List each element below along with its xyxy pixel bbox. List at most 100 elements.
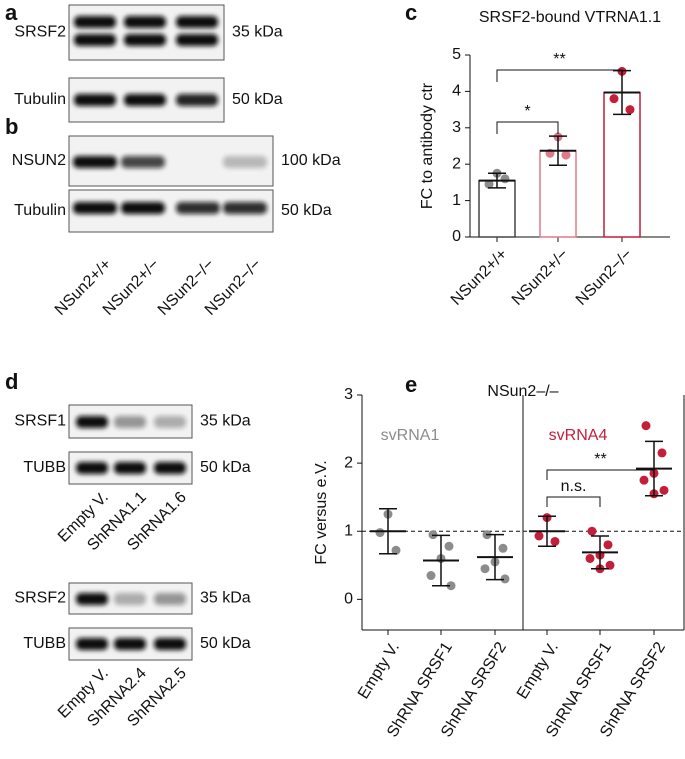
blot-band (223, 202, 267, 214)
blot-band (124, 94, 166, 106)
y-tick-label: 2 (452, 155, 461, 172)
group-label: svRNA4 (549, 427, 608, 444)
blot-band (76, 462, 108, 474)
data-point (609, 94, 619, 104)
blot-row-label: SRSF2 (14, 24, 66, 41)
blot-size-label: 50 kDa (200, 635, 251, 652)
x-tick-label: NSun2−/− (573, 246, 636, 309)
group-label: svRNA1 (381, 427, 440, 444)
blot-row-label: Tubulin (14, 202, 66, 219)
blot-band (176, 34, 218, 46)
blot-band (76, 638, 108, 650)
error-bar (549, 135, 567, 167)
blot-row-label: TUBB (23, 635, 66, 652)
data-point (391, 545, 401, 555)
panel-label: c (405, 0, 417, 25)
blot-size-label: 35 kDa (200, 413, 251, 430)
panel-label: d (5, 369, 18, 394)
significance-bracket (496, 69, 623, 82)
blot-band (74, 94, 116, 106)
blot-band (154, 462, 186, 474)
data-point (561, 150, 571, 160)
error-bar (591, 535, 609, 570)
panel-label: a (5, 0, 18, 25)
panel-label: e (405, 372, 417, 397)
data-point (550, 536, 560, 546)
blot-band (74, 34, 116, 46)
data-point (444, 541, 454, 551)
significance-label: * (524, 103, 530, 120)
data-point (585, 553, 595, 563)
y-tick-label: 0 (344, 591, 353, 608)
y-tick-label: 3 (344, 386, 353, 403)
error-bar (645, 440, 663, 497)
data-point (625, 105, 635, 115)
error-bar (379, 508, 397, 555)
blot-frame (68, 4, 225, 61)
blot-band (154, 593, 186, 605)
blot-band (154, 638, 186, 650)
data-point (500, 574, 510, 584)
data-point (587, 526, 597, 536)
blot-size-label: 50 kDa (232, 91, 283, 108)
y-tick-label: 3 (452, 119, 461, 136)
blot-size-label: 50 kDa (281, 202, 332, 219)
blot-band (121, 156, 165, 168)
blot-band (176, 16, 218, 28)
blot-band (114, 416, 146, 428)
y-tick-label: 0 (452, 228, 461, 245)
blot-band (73, 156, 117, 168)
blot-size-label: 35 kDa (232, 24, 283, 41)
blot-size-label: 50 kDa (200, 459, 251, 476)
significance-bracket (496, 121, 559, 134)
blot-size-label: 100 kDa (281, 152, 341, 169)
y-tick-label: 1 (452, 192, 461, 209)
bar (478, 179, 516, 238)
x-tick-label: NSun2+/− (509, 246, 572, 309)
chart-title: SRSF2-bound VTRNA1.1 (479, 9, 661, 26)
data-point (500, 174, 510, 184)
blot-row-label: Tubulin (14, 91, 66, 108)
blot-band (124, 34, 166, 46)
bar (603, 91, 641, 238)
data-point (480, 564, 490, 574)
y-axis-label: FC to antibody ctr (419, 82, 436, 209)
y-axis-label: FC versus e.V. (313, 460, 330, 564)
blot-band (154, 416, 186, 428)
data-point (534, 531, 544, 541)
blot-row-label: TUBB (23, 459, 66, 476)
significance-bracket (546, 469, 655, 480)
significance-bracket (546, 496, 601, 507)
error-bar (538, 515, 556, 547)
blot-row-label: NSUN2 (12, 152, 66, 169)
data-point (484, 179, 494, 189)
y-tick-label: 4 (452, 83, 461, 100)
data-point (641, 421, 651, 431)
significance-label: ** (553, 51, 565, 68)
data-point (605, 560, 615, 570)
blot-band (176, 202, 220, 214)
data-point (375, 528, 385, 538)
blot-size-label: 35 kDa (200, 590, 251, 607)
error-bar (432, 534, 450, 587)
error-bar (488, 172, 506, 189)
blot-band (73, 202, 117, 214)
data-point (659, 485, 669, 495)
significance-label: ** (594, 451, 606, 468)
blot-band (176, 94, 218, 106)
data-point (426, 571, 436, 581)
blot-band (114, 593, 146, 605)
blot-band (121, 202, 165, 214)
blot-band (124, 16, 166, 28)
blot-row-label: SRSF2 (14, 590, 66, 607)
data-point (657, 448, 667, 458)
data-point (639, 475, 649, 485)
y-tick-label: 5 (452, 46, 461, 63)
data-point (446, 581, 456, 591)
data-point (603, 540, 613, 550)
y-tick-label: 2 (344, 454, 353, 471)
y-tick-label: 1 (344, 522, 353, 539)
x-tick-label: NSun2+/+ (448, 246, 511, 309)
panel-label: b (5, 114, 18, 139)
